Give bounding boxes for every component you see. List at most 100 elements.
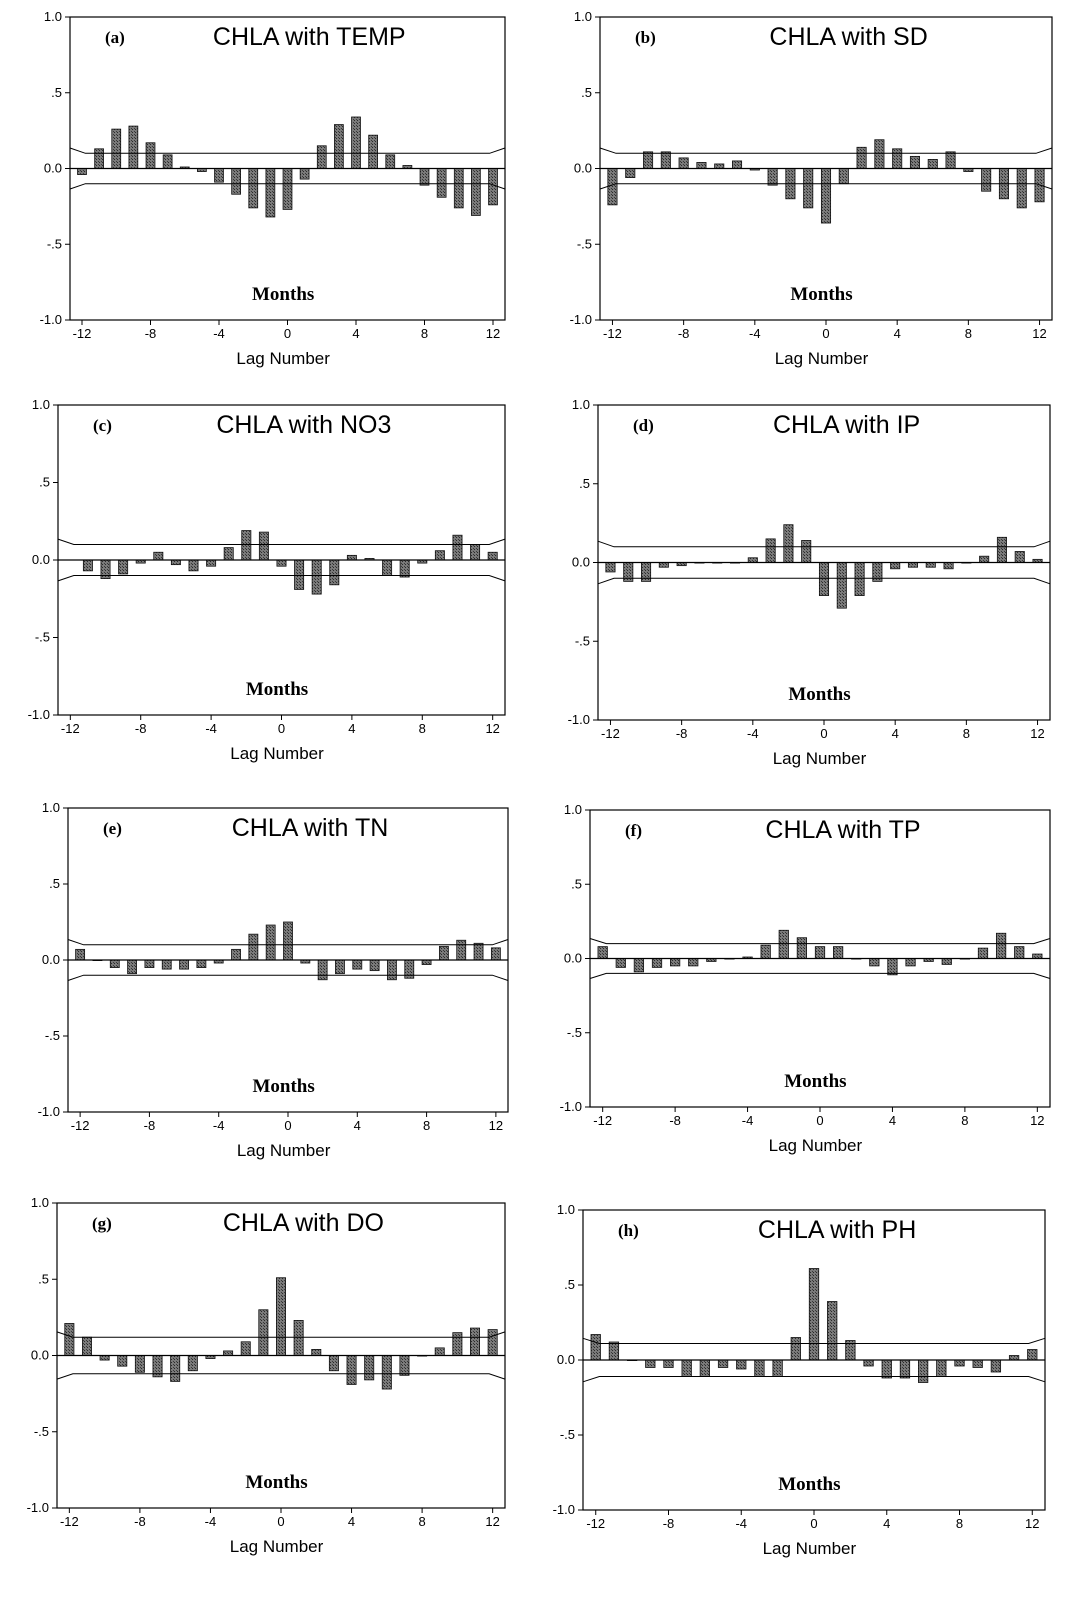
x-tick-label: -8 (663, 1516, 675, 1531)
bar-lag-4 (351, 116, 361, 169)
x-tick-label: -8 (669, 1113, 681, 1128)
months-annotation: Months (778, 1474, 840, 1495)
bar-lag-1 (293, 1320, 304, 1356)
y-tick-label: .5 (564, 1277, 575, 1292)
bar-lag-9 (981, 168, 992, 192)
x-tick-label: 8 (961, 1113, 968, 1128)
bar-lag-11 (473, 942, 484, 961)
panel-c: 1.0 .5 0.0 -.5 -1.0 -12 -8 -4 0 4 8 12 (c) CHLA with … (28, 397, 506, 763)
y-tick-label: 0.0 (31, 1348, 49, 1363)
bar-lag--9 (645, 1359, 656, 1368)
y-tick-label: 0.0 (574, 161, 592, 176)
x-tick-label: 12 (485, 1514, 499, 1529)
y-tick-label: -1.0 (570, 312, 592, 327)
bar-lag--9 (118, 559, 129, 575)
bar-lag--12 (64, 1323, 75, 1356)
x-tick-label: -4 (205, 1514, 217, 1529)
bar-lag--4 (747, 557, 758, 563)
bar-lag-10 (996, 536, 1007, 563)
x-tick-label: 4 (889, 1113, 896, 1128)
bar-lag-9 (434, 550, 445, 561)
bar-lag-7 (399, 559, 410, 578)
x-tick-label: -4 (205, 721, 217, 736)
months-annotation: Months (252, 1076, 314, 1097)
y-tick-label: 1.0 (574, 9, 592, 24)
bar-lag-4 (352, 959, 363, 970)
bar-lag-6 (927, 159, 938, 169)
x-tick-label: 4 (892, 726, 899, 741)
x-tick-label: 0 (284, 326, 291, 341)
y-tick-label: 0.0 (32, 552, 50, 567)
y-tick-label: 1.0 (42, 800, 60, 815)
y-tick-label: -.5 (575, 633, 590, 648)
bar-lag--7 (688, 958, 699, 967)
bar-lag-3 (335, 959, 345, 975)
upper-confidence-limit (599, 147, 1053, 154)
y-tick-label: .5 (38, 1271, 49, 1286)
bar-lag-2 (311, 1349, 322, 1356)
bar-lag-4 (881, 1359, 892, 1379)
bar-lag--1 (258, 531, 269, 561)
bar-lag-2 (856, 146, 867, 169)
y-tick-label: -.5 (560, 1427, 575, 1442)
bar-lag-12 (490, 947, 501, 961)
y-tick-label: -.5 (35, 630, 50, 645)
bar-lag-12 (487, 551, 498, 561)
y-tick-label: -.5 (577, 236, 592, 251)
months-annotation: Months (246, 679, 308, 700)
panel-b: 1.0 .5 0.0 -.5 -1.0 -12 -8 -4 0 4 8 12 (b) CHLA with … (570, 9, 1053, 368)
panel-title: CHLA with SD (769, 23, 927, 51)
bar-lag--3 (765, 538, 776, 563)
x-tick-label: 0 (284, 1118, 291, 1133)
bar-lag--8 (678, 157, 689, 169)
bar-lag--4 (206, 559, 217, 567)
bar-lag--1 (265, 924, 276, 961)
panel-title: CHLA with TEMP (213, 23, 406, 51)
bar-lag-10 (990, 1359, 1002, 1373)
bar-lag-5 (369, 959, 380, 972)
panel-title: CHLA with PH (758, 1216, 916, 1244)
bar-lag-11 (470, 1327, 480, 1356)
bar-lag--2 (248, 168, 259, 209)
panel-d: 1.0 .5 0.0 -.5 -1.0 -12 -8 -4 0 4 8 12 (d) CHLA with … (568, 397, 1051, 768)
x-tick-label: -8 (134, 1514, 146, 1529)
bar-lag-0 (814, 946, 826, 959)
panel-title: CHLA with IP (773, 411, 920, 439)
bar-lag-10 (456, 939, 467, 961)
bar-lag-7 (399, 1355, 410, 1376)
bar-lag--5 (188, 559, 199, 572)
bar-lag-2 (316, 145, 327, 169)
bar-lag-12 (1027, 1349, 1038, 1361)
x-axis-label: Lag Number (773, 749, 867, 768)
y-tick-label: .5 (581, 85, 592, 100)
bar-lag--10 (643, 151, 654, 169)
bar-lag--4 (214, 168, 224, 183)
x-tick-label: 12 (485, 721, 499, 736)
bar-lag-11 (1014, 946, 1025, 959)
bar-lag--2 (783, 524, 794, 563)
x-tick-label: -4 (735, 1516, 747, 1531)
bar-lag-3 (329, 559, 340, 586)
bar-lag-10 (452, 1332, 463, 1356)
bar-lag-1 (827, 1301, 838, 1361)
upper-confidence-limit (597, 540, 1051, 548)
x-tick-label: 8 (965, 326, 972, 341)
bar-lag-5 (364, 1355, 375, 1381)
bar-lag-4 (887, 958, 898, 976)
bar-lag--5 (732, 160, 743, 169)
bar-lag--8 (144, 959, 155, 968)
bar-lag--9 (127, 959, 137, 975)
y-tick-label: 0.0 (564, 951, 582, 966)
upper-confidence-limit (67, 939, 509, 946)
months-annotation: Months (784, 1071, 846, 1092)
panel-letter: (g) (92, 1214, 112, 1233)
bar-lag-0 (283, 921, 293, 961)
x-tick-label: 8 (418, 1514, 425, 1529)
y-tick-label: -.5 (47, 236, 62, 251)
x-tick-label: 8 (421, 326, 428, 341)
x-tick-label: 4 (894, 326, 901, 341)
bar-lag--1 (265, 168, 276, 218)
bar-lag-7 (943, 562, 954, 570)
bar-lag--1 (790, 1337, 801, 1361)
bar-lag-11 (470, 544, 481, 561)
